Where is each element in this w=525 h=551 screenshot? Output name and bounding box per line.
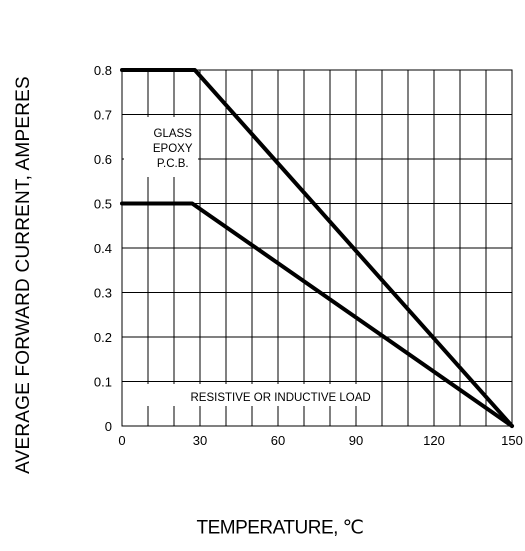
- series-point-1: [120, 68, 123, 71]
- x-tick-label: 0: [118, 433, 125, 448]
- x-axis-title: TEMPERATURE, ℃: [196, 517, 363, 540]
- series-point-2: [120, 202, 123, 205]
- annotation-text: EPOXY: [153, 143, 193, 155]
- annotation-text: RESISTIVE OR INDUCTIVE LOAD: [190, 392, 370, 404]
- y-tick-label: 0.7: [94, 108, 112, 123]
- series-point-2: [510, 424, 513, 427]
- y-tick-label: 0.8: [94, 63, 112, 78]
- y-tick-label: 0.2: [94, 330, 112, 345]
- series-point-2: [191, 202, 194, 205]
- y-axis-title: AVERAGE FORWARD CURRENT, AMPERES: [13, 76, 35, 474]
- annotations: GLASS EPOXY P.C.B. RESISTIVE OR INDUCTIVE L…: [153, 128, 371, 404]
- y-tick-label: 0.6: [94, 152, 112, 167]
- y-tick-label: 0.5: [94, 197, 112, 212]
- y-tick-label: 0.1: [94, 375, 112, 390]
- y-tick-label: 0.3: [94, 286, 112, 301]
- x-tick-label: 30: [193, 433, 207, 448]
- x-tick-label: 150: [501, 433, 523, 448]
- x-tick-label: 120: [423, 433, 445, 448]
- x-tick-label: 90: [349, 433, 363, 448]
- y-tick-label: 0: [105, 419, 112, 434]
- annotation-text: P.C.B.: [157, 158, 189, 170]
- x-tick-label: 60: [271, 433, 285, 448]
- annotation-text: GLASS: [154, 128, 193, 140]
- y-tick-label: 0.4: [94, 241, 112, 256]
- series-point-1: [193, 68, 196, 71]
